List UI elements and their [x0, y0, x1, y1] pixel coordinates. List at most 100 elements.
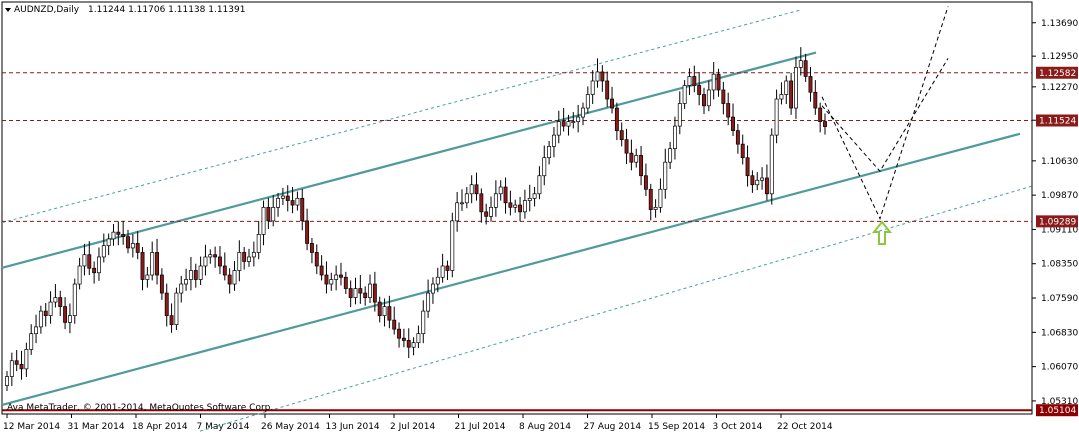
candle-body: [474, 184, 479, 195]
candle-body: [508, 202, 513, 208]
projection-lines: [821, 6, 949, 220]
candle-body: [513, 204, 518, 208]
candle-body: [595, 71, 600, 82]
candle-body: [769, 134, 774, 195]
candle-body: [5, 376, 9, 386]
candle-body: [445, 265, 450, 271]
candle-body: [63, 306, 68, 323]
candle-body: [305, 220, 310, 244]
x-tick-label: 8 Aug 2014: [519, 422, 571, 432]
y-tick-label: 1.09110: [1041, 225, 1078, 235]
y-tick-label: 1.06070: [1041, 363, 1078, 373]
candle-body: [135, 243, 140, 253]
candle-body: [537, 175, 542, 195]
candle-body: [58, 297, 63, 307]
candle-body: [397, 328, 402, 339]
candle-body: [82, 254, 87, 267]
candle-body: [779, 94, 784, 100]
candle-body: [503, 186, 508, 204]
candle-body: [818, 107, 823, 122]
candle-body: [716, 73, 721, 91]
candle-body: [460, 202, 464, 205]
candle-body: [590, 80, 595, 95]
candle-body: [440, 265, 445, 278]
candle-body: [798, 60, 803, 68]
x-tick-label: 26 May 2014: [261, 422, 320, 432]
level-badge: [1036, 114, 1078, 127]
candle-body: [193, 270, 198, 280]
candle-body: [372, 283, 377, 303]
candle-body: [571, 121, 576, 123]
channel-lower-line: [1, 132, 1021, 407]
candle-body: [203, 256, 208, 267]
x-tick-label: 15 Sep 2014: [648, 422, 705, 432]
candle-body: [764, 177, 769, 195]
candle-body: [687, 76, 692, 86]
x-tick-label: 7 May 2014: [197, 422, 250, 432]
candle-body: [97, 256, 101, 274]
candle-body: [794, 67, 798, 109]
y-tick-label: 1.12270: [1041, 83, 1078, 93]
candle-body: [760, 177, 765, 181]
candle-body: [295, 197, 300, 206]
candle-body: [426, 292, 431, 312]
symbol-label: AUDNZD,Daily: [14, 5, 80, 15]
up-arrow-icon: [871, 220, 893, 245]
candle-body: [377, 301, 382, 316]
copyright-text: Ava MetaTrader, © 2001-2014, MetaQuotes …: [7, 403, 273, 413]
candle-body: [581, 107, 585, 118]
candle-body: [334, 274, 339, 280]
candle-body: [87, 254, 92, 269]
candle-body: [348, 288, 353, 298]
candle-body: [174, 292, 179, 326]
candle-body: [159, 274, 164, 294]
candle-body: [237, 252, 242, 271]
candle-body: [721, 89, 726, 104]
level-badge-label: 1.11524: [1039, 117, 1076, 127]
candle-body: [14, 360, 19, 365]
x-tick-label: 31 Mar 2014: [68, 422, 125, 432]
candle-body: [663, 161, 668, 190]
candle-body: [169, 315, 174, 326]
candle-body: [387, 306, 392, 321]
candle-body: [368, 283, 372, 298]
x-tick-label: 22 Oct 2014: [777, 422, 833, 432]
candle-body: [464, 193, 469, 204]
candle-body: [542, 157, 547, 177]
candle-body: [145, 274, 150, 280]
candle-body: [614, 107, 619, 131]
candle-body: [43, 310, 48, 316]
candle-body: [435, 276, 440, 285]
candle-body: [130, 243, 135, 249]
projection-path-inner: [821, 58, 949, 173]
candle-body: [527, 197, 532, 201]
x-tick-label: 2 Jul 2014: [390, 422, 435, 432]
candle-body: [740, 143, 745, 159]
candle-body: [300, 197, 305, 222]
candle-body: [416, 333, 421, 344]
level-badges: 1.12582 1.11524 1.09289 1.05104: [1036, 66, 1078, 417]
candle-body: [576, 116, 581, 122]
candle-body: [140, 252, 145, 280]
candle-body: [343, 276, 348, 289]
candle-body: [789, 80, 794, 109]
candle-body: [9, 360, 14, 377]
candle-body: [401, 337, 406, 341]
candle-body: [72, 283, 77, 316]
candle-body: [353, 288, 358, 298]
candle-body: [808, 76, 813, 93]
candle-body: [774, 98, 779, 136]
candle-body: [116, 231, 121, 235]
candle-body: [29, 333, 34, 350]
candle-body: [358, 288, 363, 294]
candle-body: [658, 188, 663, 208]
candle-body: [242, 252, 247, 262]
candle-body: [735, 130, 740, 145]
candle-body: [430, 283, 435, 294]
x-tick-label: 3 Oct 2014: [713, 422, 763, 432]
candle-body: [702, 94, 706, 107]
candle-body: [106, 238, 111, 247]
candle-body: [784, 80, 789, 95]
candle-body: [668, 148, 673, 163]
